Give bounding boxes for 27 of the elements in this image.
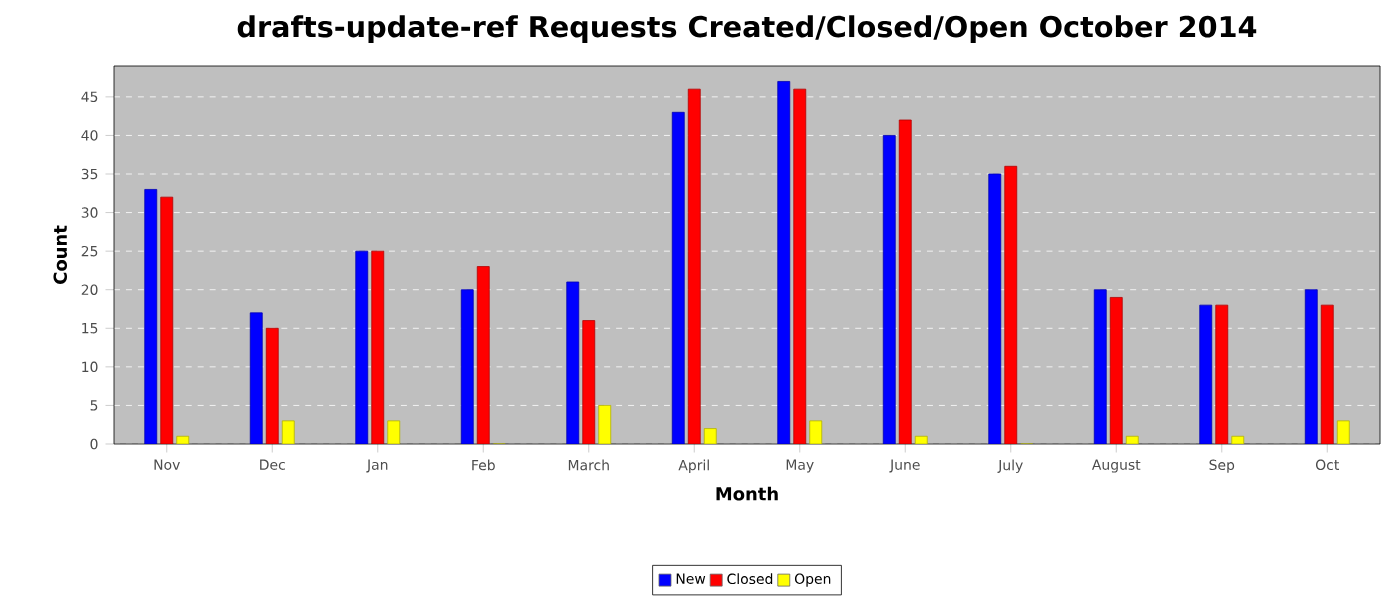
y-axis-title: Count bbox=[53, 225, 68, 284]
bar bbox=[265, 327, 279, 444]
bar bbox=[476, 266, 490, 444]
bar bbox=[882, 135, 896, 444]
bar bbox=[1304, 289, 1318, 444]
bar bbox=[1109, 297, 1123, 444]
bar bbox=[355, 250, 369, 444]
bar bbox=[460, 289, 474, 444]
bar bbox=[898, 119, 912, 444]
bar bbox=[988, 173, 1002, 444]
bar bbox=[582, 320, 596, 444]
bar bbox=[687, 88, 701, 444]
chart-title: drafts-update-ref Requests Created/Closed/Open October 2014 bbox=[237, 15, 1257, 44]
bar bbox=[371, 250, 385, 444]
bar bbox=[1004, 165, 1018, 444]
bar bbox=[566, 281, 580, 444]
bar bbox=[249, 312, 263, 444]
bar bbox=[144, 189, 158, 444]
bar bbox=[777, 81, 791, 444]
bar bbox=[1199, 304, 1213, 444]
bar bbox=[671, 111, 685, 444]
bar bbox=[1093, 289, 1107, 444]
bar bbox=[793, 88, 807, 444]
bar bbox=[160, 196, 174, 444]
x-axis-title: Month bbox=[716, 486, 778, 501]
bar bbox=[1320, 304, 1334, 444]
bar bbox=[1215, 304, 1229, 444]
